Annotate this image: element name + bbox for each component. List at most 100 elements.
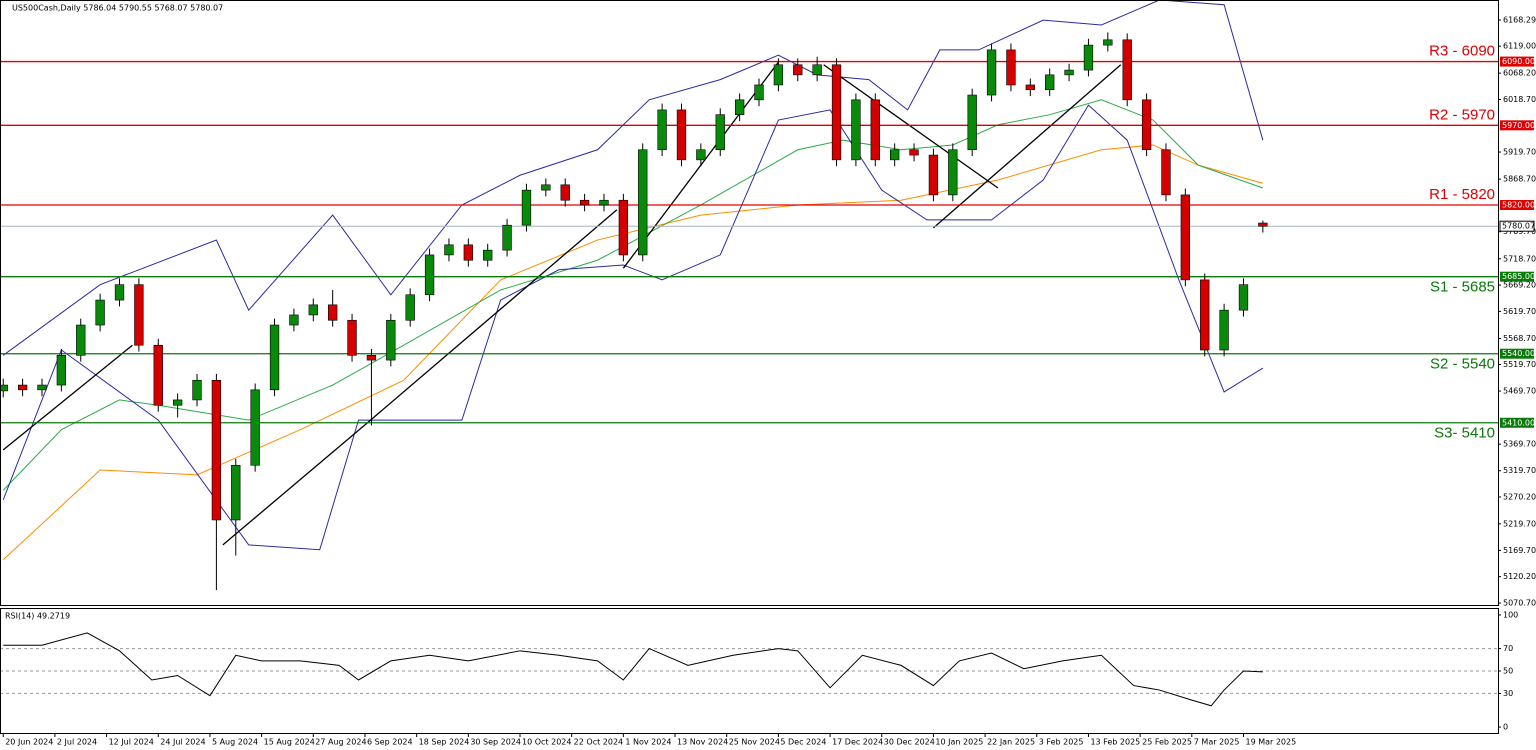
candle-body [1064,69,1074,76]
level-label: R3 - 6090 [1429,43,1495,60]
candle-body [696,149,706,161]
y-tick-label: 5919.70 [1503,148,1536,157]
candle-body [657,109,667,151]
candle-body [347,319,357,356]
y-tick-label: 5619.70 [1503,307,1536,316]
y-tick-label: 6068.20 [1503,69,1536,78]
y-tick-label: 5669.20 [1503,281,1536,290]
candle-body [1141,99,1152,151]
x-tick-label: 13 Nov 2024 [677,738,728,747]
candle-body [1180,194,1191,281]
rsi-tick-label: 0 [1503,723,1508,732]
level-label: R2 - 5970 [1429,106,1495,123]
candle-body [463,244,473,261]
y-tick-label: 5120.20 [1503,572,1536,581]
candle-body [1200,279,1210,351]
candle-body [328,304,338,321]
candle-body [405,294,415,321]
indicator-line [3,632,1263,707]
candle-body [754,84,764,101]
candle-body [851,99,861,161]
level-tag-label: 5970.00 [1502,121,1535,130]
candle-body [231,464,241,521]
level-tag [1500,417,1534,428]
indicator-line [2,344,133,451]
current-price-tag [1499,220,1535,232]
y-tick-label: 5769.70 [1503,227,1536,236]
indicator-line [2,99,1264,491]
level-tag [1500,120,1534,131]
candle-body [1122,39,1132,101]
candle-body [1006,49,1016,86]
y-tick-label: 5469.70 [1503,387,1536,396]
level-tag [1500,271,1534,282]
x-tick-label: 24 Jul 2024 [160,738,205,747]
candle-body [618,199,629,256]
candle-body [715,114,725,151]
candle-body [250,389,260,466]
candle-body [386,319,396,361]
candle-body [1083,44,1094,71]
candle-body [483,249,493,261]
candle-body [1161,149,1171,196]
indicator-line [2,1,1264,356]
candle-body [153,344,163,406]
candle-body [541,184,551,191]
rsi-tick-label: 50 [1503,667,1513,676]
y-tick-label: 5319.70 [1503,466,1536,475]
y-tick-label: 5568.70 [1503,334,1536,343]
y-tick-label: 5718.70 [1503,254,1536,263]
candle-body [269,324,280,391]
indicator-line [222,424,366,546]
x-tick-label: 5 Aug 2024 [212,738,258,747]
x-tick-label: 30 Dec 2024 [884,738,935,747]
candle-body [521,189,532,226]
candle-body [1238,284,1249,311]
y-tick-label: 6168.29 [1503,16,1536,25]
x-tick-label: 19 Mar 2025 [1245,738,1296,747]
level-tag [1500,56,1534,67]
candle-body [909,149,919,156]
candle-body [948,149,958,196]
y-tick-label: 5519.70 [1503,360,1536,369]
candle-body [1258,222,1268,227]
level-label: S2 - 5540 [1430,356,1495,373]
x-tick-label: 12 Jul 2024 [109,738,154,747]
candle-body [812,64,822,76]
axes: 6168.29 6119.00 6068.20 6018.70 5919.70 5868.… [2,16,1536,747]
rsi-plot [1,632,1498,707]
candle-body [1103,39,1113,46]
candle-body [17,384,28,391]
y-tick-label: 6018.70 [1503,95,1536,104]
candle-body [967,94,977,151]
candle-body [831,64,842,161]
level-tag [1500,199,1534,210]
indicator-line [2,104,1264,551]
y-tick-label: 5868.70 [1503,175,1536,184]
candle-body [599,199,609,206]
y-tick-label: 5270.20 [1503,493,1536,502]
candle-body [211,379,222,521]
x-tick-label: 25 Nov 2024 [729,738,780,747]
x-tick-label: 30 Sep 2024 [470,738,521,747]
candle-body [308,304,318,316]
candle-body [289,314,299,326]
candle-body [928,154,939,196]
x-tick-label: 10 Oct 2024 [522,738,571,747]
x-tick-label: 27 Aug 2024 [315,738,366,747]
candle-body [424,254,435,296]
candle-body [56,355,67,386]
candle-body [890,149,900,161]
level-label: R1 - 5820 [1429,186,1495,203]
candle-body [502,224,512,251]
x-tick-label: 1 Nov 2024 [625,738,671,747]
current-price-label: 5780.07 [1502,222,1535,231]
x-tick-label: 10 Jan 2025 [935,738,983,747]
candle-body [986,49,997,96]
candle-body [870,99,880,161]
indicator-line [823,64,999,189]
rsi-tick-label: 70 [1503,644,1513,653]
candle-body [676,109,687,161]
candle-body [638,149,648,256]
x-tick-label: 15 Aug 2024 [264,738,315,747]
